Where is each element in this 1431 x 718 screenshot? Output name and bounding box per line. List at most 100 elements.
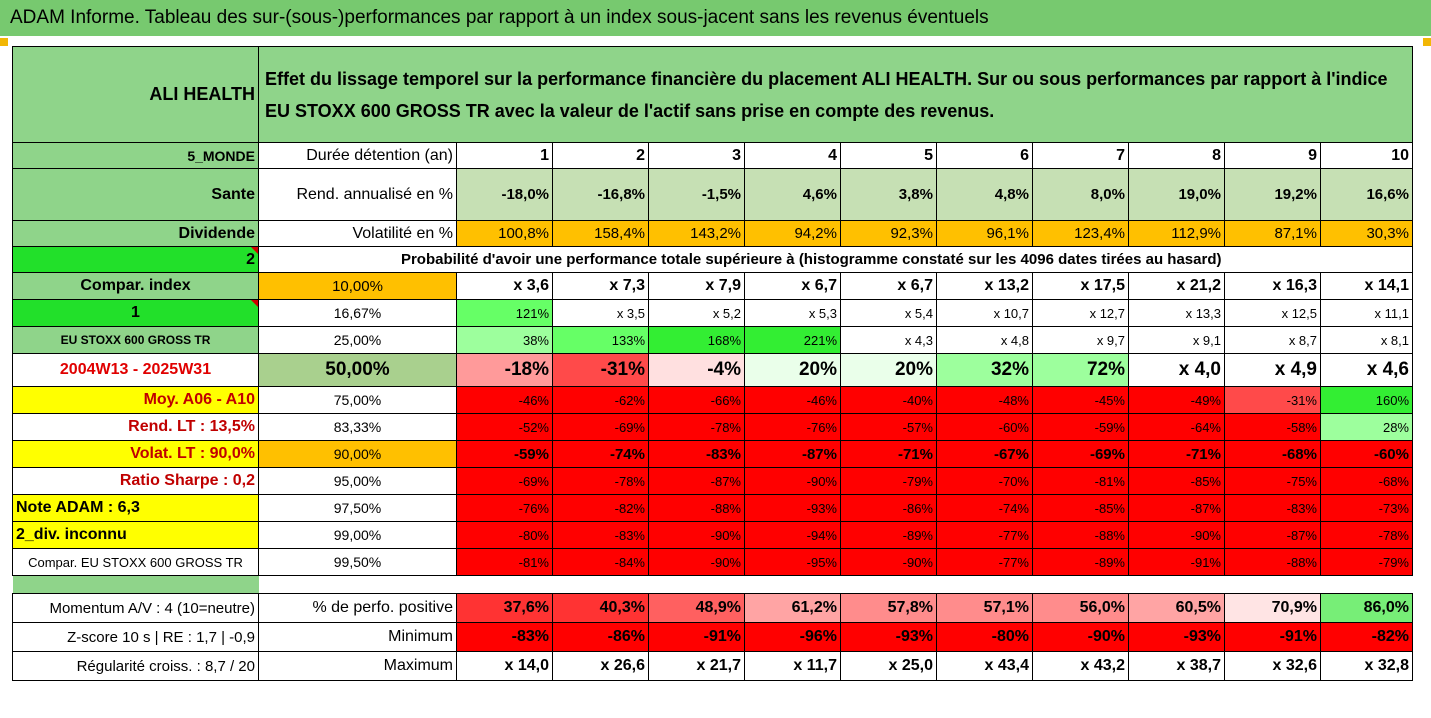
quantile-value: -79% xyxy=(1320,548,1413,576)
year-header: 1 xyxy=(456,142,553,169)
dividend-label: Dividende xyxy=(12,220,259,247)
summary-value: x 43,2 xyxy=(1032,651,1129,681)
quantile-value: -91% xyxy=(1128,548,1225,576)
quantile-value: -90% xyxy=(840,548,937,576)
summary-side-label: Z-score 10 s | RE : 1,7 | -0,9 xyxy=(12,622,259,652)
holding-duration-label: Durée détention (an) xyxy=(258,142,457,169)
quantile-value: x 5,4 xyxy=(840,299,937,327)
summary-value: 48,9% xyxy=(648,593,745,623)
quantile-row: 2_div. inconnu 99,00% -80% -83% -90% -94% -89%… xyxy=(12,521,1413,549)
quantile-value: -18% xyxy=(456,353,553,387)
quantile-value: x 21,2 xyxy=(1128,272,1225,300)
quantile-value: 121% xyxy=(456,299,553,327)
return-value: 19,2% xyxy=(1224,168,1321,221)
quantile-value: -74% xyxy=(936,494,1033,522)
spacer-cell xyxy=(12,575,259,594)
year-header: 4 xyxy=(744,142,841,169)
summary-side-label: Momentum A/V : 4 (10=neutre) xyxy=(12,593,259,623)
quantile-value: -58% xyxy=(1224,413,1321,441)
quantile-value: x 12,7 xyxy=(1032,299,1129,327)
quantile-value: x 17,5 xyxy=(1032,272,1129,300)
quantile-value: -89% xyxy=(840,521,937,549)
quantile-value: x 4,8 xyxy=(936,326,1033,354)
quantile-percent: 16,67% xyxy=(258,299,457,327)
performance-table: ALI HEALTH Effet du lissage temporel sur… xyxy=(12,46,1413,681)
quantile-value: -78% xyxy=(648,413,745,441)
quantile-side-label: Compar. index xyxy=(12,272,259,300)
summary-value: 70,9% xyxy=(1224,593,1321,623)
quantile-value: -93% xyxy=(744,494,841,522)
quantile-value: x 4,0 xyxy=(1128,353,1225,387)
quantile-row: Ratio Sharpe : 0,2 95,00% -69% -78% -87% -90%… xyxy=(12,467,1413,495)
quantile-value: -85% xyxy=(1032,494,1129,522)
quantile-value: -74% xyxy=(552,440,649,468)
summary-value: x 38,7 xyxy=(1128,651,1225,681)
summary-value: 37,6% xyxy=(456,593,553,623)
summary-label: % de perfo. positive xyxy=(258,593,457,623)
quantile-value: x 9,7 xyxy=(1032,326,1129,354)
quantile-value: -70% xyxy=(936,467,1033,495)
quantile-value: -48% xyxy=(936,386,1033,414)
quantile-value: 32% xyxy=(936,353,1033,387)
quantile-value: x 8,7 xyxy=(1224,326,1321,354)
summary-value: x 21,7 xyxy=(648,651,745,681)
summary-value: -82% xyxy=(1320,622,1413,652)
summary-value: x 25,0 xyxy=(840,651,937,681)
summary-value: -80% xyxy=(936,622,1033,652)
quantile-value: 221% xyxy=(744,326,841,354)
quantile-row: Compar. EU STOXX 600 GROSS TR 99,50% -81% -… xyxy=(12,548,1413,576)
asset-name: ALI HEALTH xyxy=(12,46,259,143)
quantile-value: -79% xyxy=(840,467,937,495)
quantile-value: -46% xyxy=(744,386,841,414)
quantile-side-label: 2_div. inconnu xyxy=(12,521,259,549)
quantile-value: -90% xyxy=(1128,521,1225,549)
summary-value: -93% xyxy=(840,622,937,652)
probability-index: 2 xyxy=(12,246,259,273)
quantile-value: -76% xyxy=(456,494,553,522)
quantile-value: x 14,1 xyxy=(1320,272,1413,300)
region-label: 5_MONDE xyxy=(12,142,259,169)
quantile-value: -83% xyxy=(1224,494,1321,522)
quantile-value: -90% xyxy=(648,548,745,576)
quantile-value: x 3,5 xyxy=(552,299,649,327)
quantile-percent: 83,33% xyxy=(258,413,457,441)
quantile-value: x 7,3 xyxy=(552,272,649,300)
quantile-value: -49% xyxy=(1128,386,1225,414)
quantile-side-label: 2004W13 - 2025W31 xyxy=(12,353,259,387)
return-value: -16,8% xyxy=(552,168,649,221)
quantile-value: -59% xyxy=(1032,413,1129,441)
volatility-value: 143,2% xyxy=(648,220,745,247)
quantile-value: -69% xyxy=(456,467,553,495)
quantile-row: Rend. LT : 13,5% 83,33% -52% -69% -78% -76% -5… xyxy=(12,413,1413,441)
quantile-value: -66% xyxy=(648,386,745,414)
quantile-percent: 97,50% xyxy=(258,494,457,522)
year-header: 3 xyxy=(648,142,745,169)
summary-value: x 43,4 xyxy=(936,651,1033,681)
summary-value: 86,0% xyxy=(1320,593,1413,623)
quantile-value: 133% xyxy=(552,326,649,354)
summary-value: x 11,7 xyxy=(744,651,841,681)
quantile-value: -60% xyxy=(936,413,1033,441)
volatility-value: 100,8% xyxy=(456,220,553,247)
quantile-value: -90% xyxy=(744,467,841,495)
quantile-value: x 12,5 xyxy=(1224,299,1321,327)
quantile-value: -52% xyxy=(456,413,553,441)
quantile-value: 38% xyxy=(456,326,553,354)
return-value: 4,8% xyxy=(936,168,1033,221)
quantile-value: x 9,1 xyxy=(1128,326,1225,354)
quantile-row: Volat. LT : 90,0% 90,00% -59% -74% -83% -87% -… xyxy=(12,440,1413,468)
summary-value: 57,1% xyxy=(936,593,1033,623)
quantile-value: -89% xyxy=(1032,548,1129,576)
return-value: 16,6% xyxy=(1320,168,1413,221)
quantile-value: -69% xyxy=(552,413,649,441)
quantile-percent: 10,00% xyxy=(258,272,457,300)
report-title: ADAM Informe. Tableau des sur-(sous-)per… xyxy=(0,0,1431,36)
quantile-row: 2004W13 - 2025W31 50,00% -18% -31% -4% 20% 20%… xyxy=(12,353,1413,387)
quantile-percent: 99,00% xyxy=(258,521,457,549)
quantile-value: -88% xyxy=(1032,521,1129,549)
quantile-value: -76% xyxy=(744,413,841,441)
summary-value: -86% xyxy=(552,622,649,652)
year-header: 6 xyxy=(936,142,1033,169)
quantile-side-label: Note ADAM : 6,3 xyxy=(12,494,259,522)
quantile-value: x 6,7 xyxy=(840,272,937,300)
